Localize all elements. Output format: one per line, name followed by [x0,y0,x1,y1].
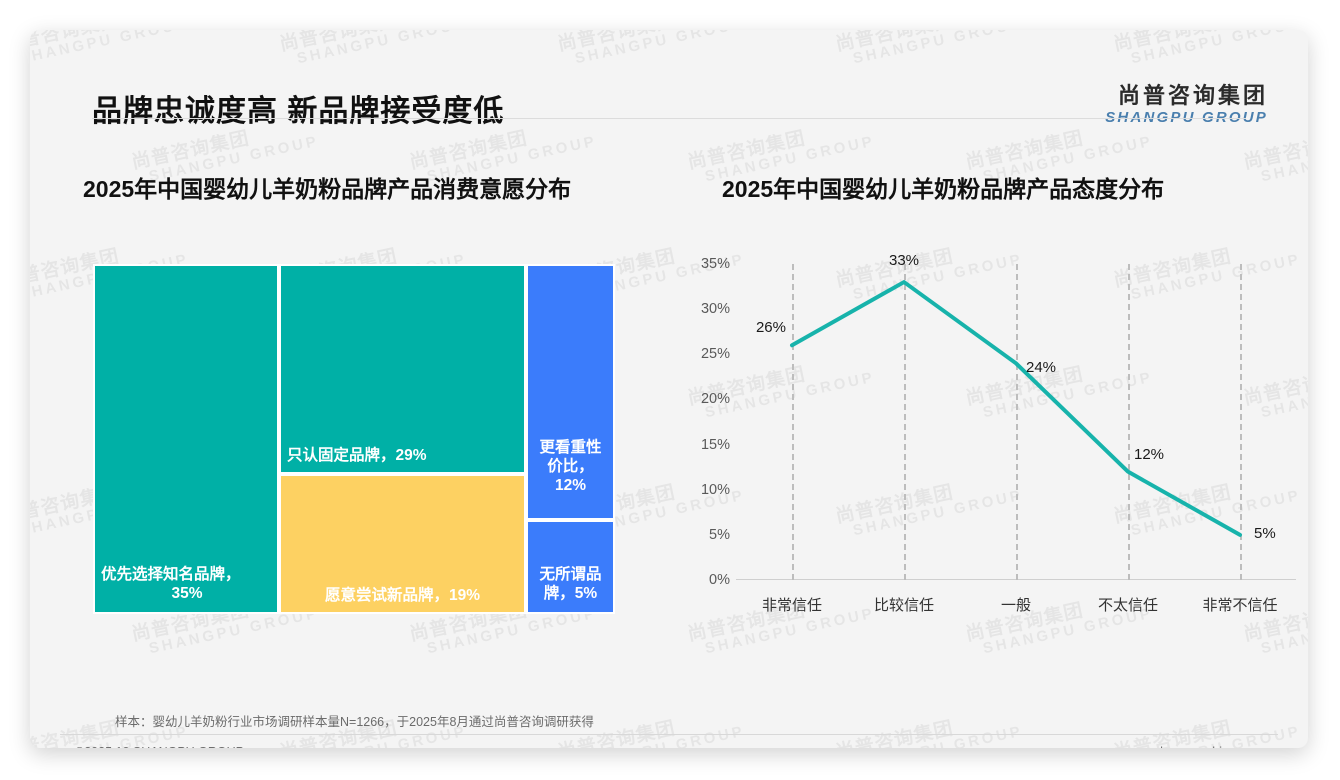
x-axis-tick-label: 一般 [1000,597,1032,614]
gridline-vertical [1128,264,1130,580]
sample-footnote: 样本：婴幼儿羊奶粉行业市场调研样本量N=1266，于2025年8月通过尚普咨询调… [115,715,594,729]
y-axis-ticks: 35% 30% 25% 20% 15% 10% 5% 0% [670,256,730,588]
x-axis-labels: 非常信任 比较信任 一般 不太信任 非常不信任 [736,594,1290,620]
treemap-cell-willing-try-new-brand[interactable]: 愿意尝试新品牌，19% [279,474,526,614]
y-axis-tick-label: 5% [709,526,730,543]
header-divider [92,118,1246,119]
treemap-cell-label: 愿意尝试新品牌，19% [324,587,481,605]
data-point-label: 26% [755,319,786,337]
treemap-cell-label: 只认固定品牌，29% [287,447,427,465]
gridline-vertical [1240,264,1242,580]
slide-card: 尚普咨询集团 SHANGPU GROUP 尚普咨询集团 SHANGPU GROUP 尚普… [30,30,1308,748]
data-point-label: 5% [1254,524,1276,542]
footer-divider [60,734,1278,735]
line-chart: 35% 30% 25% 20% 15% 10% 5% 0% 26% 33% 24% 12% 5% 非常… [670,252,1296,614]
plot-area: 26% 33% 24% 12% 5% [736,252,1296,580]
treemap-cell-label: 无所谓品牌，5% [539,566,602,603]
data-point-label: 24% [1026,359,1057,377]
treemap-cell-preferred-known-brand[interactable]: 优先选择知名品牌， 35% [93,264,279,614]
y-axis-tick-label: 15% [700,436,730,453]
treemap-cell-label: 优先选择知名品牌， 35% [101,566,241,603]
gridline-vertical [904,264,906,580]
y-axis-tick-label: 20% [700,391,730,408]
logo-text-cn: 尚普咨询集团 [1117,83,1268,108]
data-point-label: 33% [888,252,920,270]
y-axis-tick-label: 35% [700,256,730,272]
y-axis-tick-label: 30% [700,301,730,318]
gridline-vertical [1016,264,1018,580]
data-point-label: 12% [1134,445,1165,463]
treemap-cell-brand-agnostic[interactable]: 无所谓品牌，5% [526,520,615,614]
footer-copyright: ©2025.10 SHANGPU GROUP [75,745,244,748]
treemap-chart: 优先选择知名品牌， 35% 只认固定品牌，29% 愿意尝试新品牌，19% 更看重性… [93,264,643,614]
x-axis-tick-label: 比较信任 [873,597,935,614]
gridline-vertical [792,264,794,580]
treemap-cell-label: 更看重性价比， 12% [539,439,602,495]
x-axis-tick-label: 非常信任 [761,597,823,614]
x-axis-tick-label: 非常不信任 [1202,597,1278,614]
y-axis-tick-label: 0% [709,572,730,588]
y-axis-tick-label: 10% [700,481,730,498]
x-axis-tick-label: 不太信任 [1097,597,1159,614]
brand-logo: 尚普咨询集团 SHANGPU GROUP [1105,83,1268,126]
footer-website[interactable]: www.shangpu-china.com [1124,745,1263,748]
page-title: 品牌忠诚度高 新品牌接受度低 [92,95,505,128]
treemap-cell-value-for-money[interactable]: 更看重性价比， 12% [526,264,615,520]
line-series [790,280,1242,537]
y-axis-tick-label: 25% [700,346,730,363]
logo-text-en: SHANGPU GROUP [1105,108,1268,126]
slide-header: 品牌忠诚度高 新品牌接受度低 尚普咨询集团 SHANGPU GROUP [30,30,1308,128]
right-chart-title: 2025年中国婴幼儿羊奶粉品牌产品态度分布 [722,176,1165,202]
treemap-cell-fixed-brand-only[interactable]: 只认固定品牌，29% [279,264,526,474]
left-chart-title: 2025年中国婴幼儿羊奶粉品牌产品消费意愿分布 [83,176,572,202]
